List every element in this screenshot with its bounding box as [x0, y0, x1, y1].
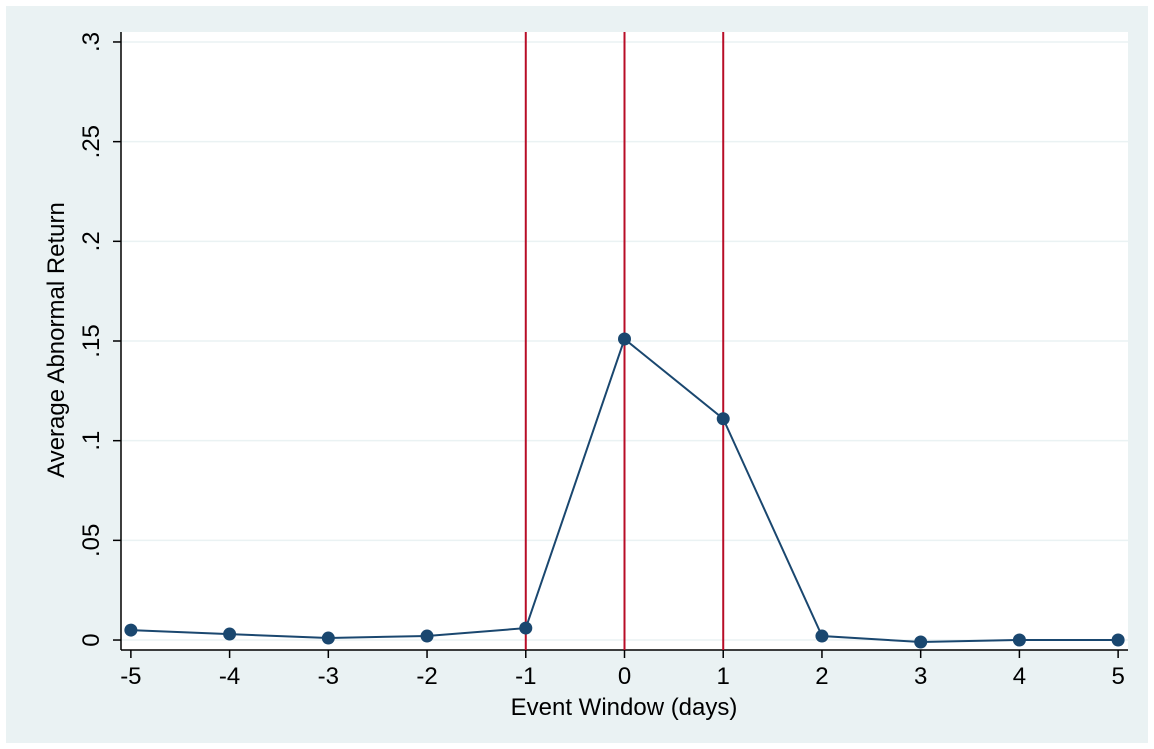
y-tick-label: .05	[78, 524, 105, 557]
data-point	[321, 631, 335, 645]
y-tick-label: .15	[78, 324, 105, 357]
data-series	[124, 332, 1125, 649]
y-tick-label: .2	[78, 231, 105, 251]
x-tick-label: -5	[120, 663, 141, 690]
data-point	[519, 621, 533, 635]
y-tick-label: .3	[78, 32, 105, 52]
data-point	[716, 412, 730, 426]
data-point	[815, 629, 829, 643]
x-tick-label: -2	[416, 663, 437, 690]
data-point	[420, 629, 434, 643]
x-tick-label: -4	[219, 663, 240, 690]
y-tick-label: 0	[78, 633, 105, 646]
x-tick-label: 3	[914, 663, 927, 690]
y-tick-label: .1	[78, 431, 105, 451]
data-point	[618, 332, 631, 346]
y-tick-label: .25	[78, 125, 105, 158]
x-tick-label: 1	[717, 663, 730, 690]
data-point	[914, 635, 928, 649]
x-axis-title: Event Window (days)	[511, 694, 738, 721]
x-tick-label: 5	[1111, 663, 1124, 690]
y-axis: 0 .05 .1 .15 .2 .25 .3	[78, 32, 122, 650]
data-point	[124, 623, 138, 637]
data-point	[1111, 633, 1125, 647]
x-tick-label: 4	[1013, 663, 1026, 690]
data-point	[223, 627, 237, 641]
y-axis-title: Average Abnormal Return	[43, 202, 70, 478]
x-tick-label: -3	[318, 663, 339, 690]
x-tick-label: 2	[815, 663, 828, 690]
data-point	[1012, 633, 1026, 647]
x-tick-label: -1	[515, 663, 536, 690]
x-tick-label: 0	[618, 663, 631, 690]
